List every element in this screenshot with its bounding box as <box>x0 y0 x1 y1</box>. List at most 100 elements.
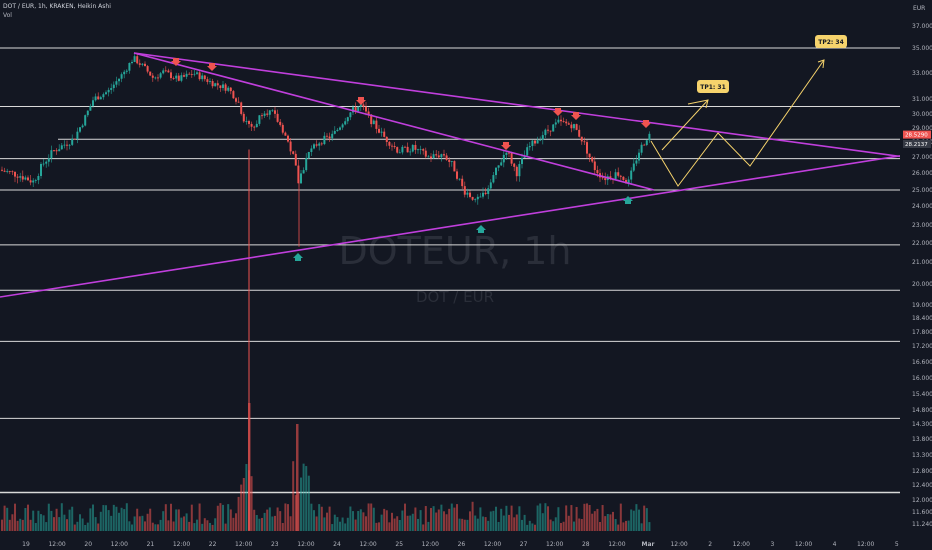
candle-body <box>497 165 500 168</box>
candle-body <box>544 129 547 136</box>
candle-body <box>214 83 217 87</box>
candle-body <box>450 161 453 162</box>
candle-body <box>500 162 503 166</box>
candle-body <box>216 83 219 86</box>
candle-body <box>625 179 627 184</box>
candle-body <box>580 136 583 142</box>
candle-body <box>362 104 365 107</box>
volume-bar <box>375 522 378 531</box>
volume-bar <box>606 513 609 531</box>
candle-body <box>16 176 19 178</box>
volume-bar <box>406 515 409 531</box>
candle-body <box>222 84 224 88</box>
candle-body <box>133 56 136 62</box>
volume-bar <box>24 507 27 531</box>
tp1-arrow-line <box>661 99 709 151</box>
sell-arrow-1 <box>207 63 217 71</box>
volume-bar <box>383 508 386 531</box>
candle-body <box>42 163 45 165</box>
price-axis[interactable]: EUR 37.000 35.000 33.000 31.000 30.000 29.000… <box>900 0 932 550</box>
price-tick-25: 13.300 <box>912 452 932 459</box>
candle-body <box>638 152 640 161</box>
candle-body <box>284 132 287 136</box>
volume-bar <box>443 511 445 531</box>
candle-body <box>427 156 430 158</box>
volume-bar <box>294 495 297 531</box>
candle-body <box>419 149 422 150</box>
time-tick-28: 5 <box>895 541 899 548</box>
volume-bar <box>14 503 16 531</box>
candle-body <box>541 135 544 140</box>
candle-body <box>84 115 87 126</box>
volume-bar <box>271 516 274 531</box>
symbol-line[interactable]: DOT / EUR, 1h, KRAKEN, Heikin Ashi <box>3 3 111 10</box>
volume-bar <box>531 523 534 531</box>
candle-body <box>375 120 378 129</box>
volume-bar <box>261 517 263 531</box>
candle-body <box>107 89 110 93</box>
price-tick-21: 15.400 <box>912 391 932 398</box>
candle-body <box>378 128 380 133</box>
volume-bar <box>422 524 425 531</box>
candle-body <box>508 152 510 154</box>
time-tick-10: 24 <box>333 541 341 548</box>
secondary-price-tag <box>903 140 931 149</box>
candle-body <box>648 133 651 141</box>
volume-bar <box>630 509 633 531</box>
price-tick-0: 37.000 <box>912 23 932 30</box>
volume-bar <box>580 518 583 531</box>
candle-body <box>1 169 3 171</box>
time-axis[interactable]: 19 12:00 20 12:00 21 12:00 22 12:00 23 12:00 24 12:… <box>0 538 932 550</box>
volume-bar <box>326 512 328 531</box>
candle-body <box>6 171 9 172</box>
volume-bar <box>372 507 375 531</box>
volume-bar <box>170 503 172 531</box>
candle-body <box>575 124 578 130</box>
candle-body <box>401 146 404 153</box>
trendline-2 <box>0 153 913 298</box>
candle-body <box>352 107 354 113</box>
volume-bar <box>417 518 419 531</box>
volume-bar <box>136 508 139 531</box>
candle-body <box>138 63 141 65</box>
volume-bar <box>391 512 393 531</box>
volume-bar <box>263 512 266 531</box>
volume-bar <box>133 516 136 531</box>
volume-bar <box>240 484 243 531</box>
candle-body <box>271 110 274 112</box>
candle-body <box>159 73 162 78</box>
volume-bar <box>401 510 404 531</box>
volume-bar <box>645 508 648 531</box>
secondary-price-label: 28.2137 <box>905 142 928 148</box>
price-tick-29: 11.600 <box>912 509 932 516</box>
volume-bar <box>292 461 295 531</box>
volume-bar <box>344 523 347 531</box>
candle-body <box>357 106 360 112</box>
volume-bar <box>643 505 646 531</box>
volume-bar <box>274 515 276 531</box>
volume-bar <box>526 524 529 531</box>
signal-arrows <box>171 58 651 261</box>
candle-body <box>630 170 633 180</box>
candle-body <box>466 192 469 195</box>
volume-bar <box>539 503 542 531</box>
volume-bar <box>570 505 573 531</box>
candle-body <box>359 104 362 107</box>
price-tick-5: 29.000 <box>912 125 932 132</box>
volume-bar <box>547 506 549 531</box>
candle-body <box>573 124 575 129</box>
candle-body <box>110 88 113 90</box>
candle-body <box>268 110 271 115</box>
price-tick-17: 17.800 <box>912 329 932 336</box>
volume-bar <box>203 518 206 531</box>
volume-bar <box>3 505 6 531</box>
candle-body <box>632 163 635 171</box>
candle-body <box>622 176 625 180</box>
candle-body <box>406 146 409 153</box>
volume-bar <box>279 511 282 531</box>
volume-bar <box>68 509 71 531</box>
volume-bar <box>404 503 406 531</box>
candle-body <box>489 182 492 189</box>
candle-body <box>331 133 334 139</box>
